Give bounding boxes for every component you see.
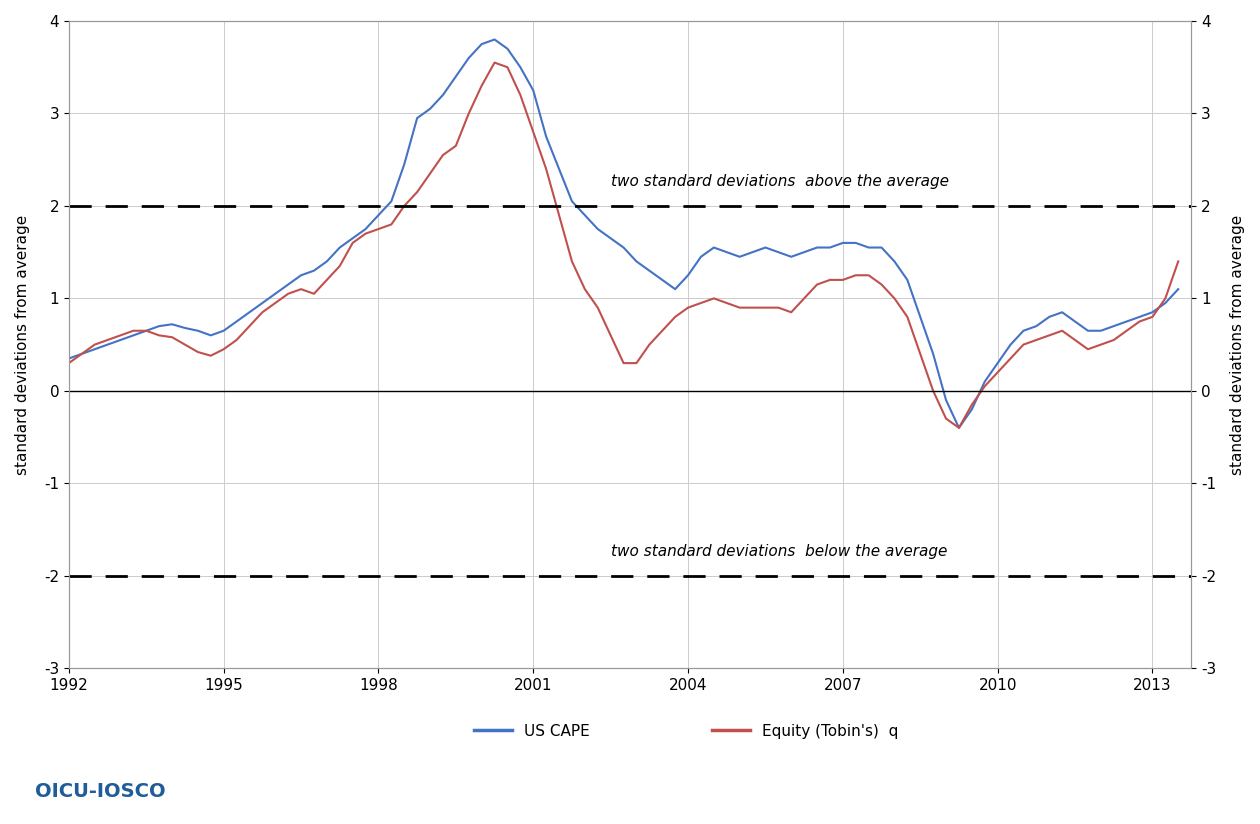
Equity (Tobin's)  q: [306, 289, 321, 299]
Equity (Tobin's)  q: [951, 423, 966, 433]
US CAPE: [306, 265, 321, 275]
Equity (Tobin's)  q: [488, 58, 503, 68]
Text: OICU-IOSCO: OICU-IOSCO: [35, 781, 166, 801]
US CAPE: [488, 35, 503, 44]
Equity (Tobin's)  q: [62, 358, 77, 368]
Equity (Tobin's)  q: [990, 368, 1005, 377]
US CAPE: [629, 256, 644, 266]
Equity (Tobin's)  q: [242, 321, 257, 331]
Equity (Tobin's)  q: [629, 358, 644, 368]
Text: two standard deviations  above the average: two standard deviations above the averag…: [611, 175, 949, 190]
Equity (Tobin's)  q: [538, 164, 553, 174]
US CAPE: [990, 358, 1005, 368]
Y-axis label: standard deviations from average: standard deviations from average: [1230, 214, 1245, 475]
US CAPE: [62, 353, 77, 363]
Line: US CAPE: US CAPE: [69, 40, 1178, 428]
US CAPE: [384, 196, 399, 206]
Equity (Tobin's)  q: [384, 219, 399, 229]
US CAPE: [538, 132, 553, 142]
US CAPE: [242, 307, 257, 317]
Y-axis label: standard deviations from average: standard deviations from average: [15, 214, 30, 475]
Line: Equity (Tobin's)  q: Equity (Tobin's) q: [69, 63, 1178, 428]
Legend: US CAPE, Equity (Tobin's)  q: US CAPE, Equity (Tobin's) q: [467, 718, 905, 745]
US CAPE: [1171, 284, 1186, 294]
Text: two standard deviations  below the average: two standard deviations below the averag…: [611, 544, 948, 559]
Equity (Tobin's)  q: [1171, 256, 1186, 266]
US CAPE: [951, 423, 966, 433]
